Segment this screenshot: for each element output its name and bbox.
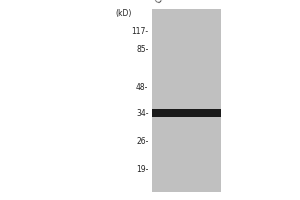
Text: 34-: 34- [136, 108, 148, 117]
Text: COLO205: COLO205 [154, 0, 186, 5]
Bar [152, 9, 220, 192]
Text: 117-: 117- [131, 27, 148, 36]
Text: 19-: 19- [136, 164, 148, 173]
Text: 26-: 26- [136, 136, 148, 146]
Text: 48-: 48- [136, 83, 148, 92]
Text: 85-: 85- [136, 46, 148, 54]
Text: (kD): (kD) [116, 9, 132, 18]
Bar [152, 109, 220, 117]
